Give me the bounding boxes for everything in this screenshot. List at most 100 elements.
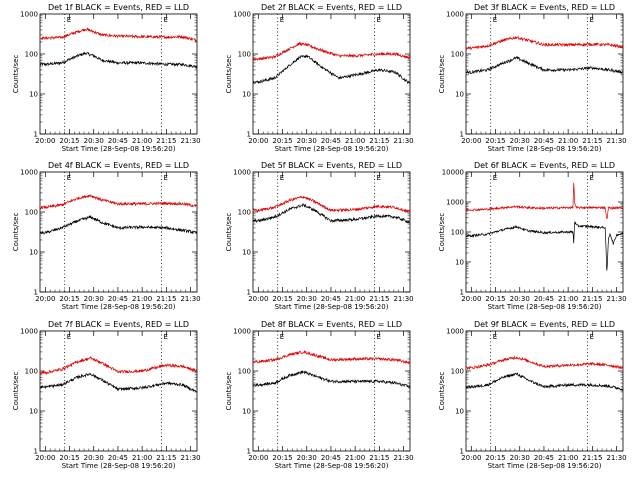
- y-tick-label: 100: [451, 229, 464, 237]
- series-lld-line: [252, 195, 411, 213]
- y-tick-label: 1000: [233, 328, 251, 336]
- y-tick-label: 1: [247, 131, 251, 139]
- x-tick-label: 20:30: [84, 295, 104, 303]
- x-tick-label: 20:15: [485, 137, 505, 145]
- x-tick-label: 20:30: [510, 454, 530, 462]
- x-axis-label: Start Time (28-Sep-08 19:56:20): [62, 145, 176, 153]
- x-tick-label: 20:15: [272, 137, 292, 145]
- x-tick-label: 21:30: [393, 137, 413, 145]
- x-tick-label: 20:00: [248, 137, 268, 145]
- x-tick-label: 21:00: [558, 295, 578, 303]
- plot-frame: [252, 13, 411, 135]
- x-tick-label: 21:15: [582, 137, 602, 145]
- x-tick-label: 20:45: [534, 137, 554, 145]
- event-marker-label: E: [67, 16, 71, 24]
- y-tick-label: 1: [460, 289, 464, 297]
- y-tick-label: 10: [455, 259, 464, 267]
- x-tick-label: 21:15: [156, 137, 176, 145]
- x-tick-label: 21:30: [606, 137, 626, 145]
- x-axis-label: Start Time (28-Sep-08 19:56:20): [275, 303, 389, 311]
- x-tick-label: 20:15: [59, 454, 79, 462]
- x-tick-label: 21:15: [369, 295, 389, 303]
- panel-title: Det 9f BLACK = Events, RED = LLD: [474, 320, 615, 329]
- series-events-line: [252, 369, 411, 389]
- panel-title: Det 5f BLACK = Events, RED = LLD: [261, 161, 402, 170]
- y-tick-label: 10: [29, 249, 38, 257]
- x-tick-label: 20:15: [272, 454, 292, 462]
- event-marker-label: E: [377, 174, 381, 182]
- event-marker-label: E: [67, 333, 71, 341]
- event-marker-label: E: [590, 333, 594, 341]
- x-tick-label: 21:30: [180, 454, 200, 462]
- x-tick-label: 20:30: [297, 295, 317, 303]
- x-axis-label: Start Time (28-Sep-08 19:56:20): [488, 145, 602, 153]
- x-axis-label: Start Time (28-Sep-08 19:56:20): [488, 303, 602, 311]
- x-tick-label: 20:00: [248, 454, 268, 462]
- panel-det-6: Det 6f BLACK = Events, RED = LLD 1 10 100 10…: [438, 161, 627, 311]
- y-tick-label: 1: [34, 131, 38, 139]
- x-tick-label: 20:00: [35, 137, 55, 145]
- series-lld-line: [39, 356, 198, 375]
- panel-title: Det 4f BLACK = Events, RED = LLD: [48, 161, 189, 170]
- event-marker-label: E: [377, 16, 381, 24]
- event-marker-label: E: [280, 16, 284, 24]
- y-tick-label: 10: [242, 408, 251, 416]
- series-events-line: [465, 220, 624, 271]
- series-events-line: [39, 372, 198, 393]
- x-tick-label: 20:00: [461, 295, 481, 303]
- y-tick-label: 100: [25, 209, 38, 217]
- x-tick-label: 21:15: [582, 295, 602, 303]
- panel-title: Det 3f BLACK = Events, RED = LLD: [474, 3, 615, 12]
- x-tick-label: 21:30: [180, 295, 200, 303]
- y-axis-label: Counts/sec: [438, 372, 446, 411]
- x-tick-label: 20:45: [321, 137, 341, 145]
- series-events-line: [465, 372, 624, 392]
- plot-frame: [39, 171, 198, 293]
- event-marker-label: E: [590, 174, 594, 182]
- y-tick-label: 100: [451, 368, 464, 376]
- series-events-line: [39, 215, 198, 235]
- y-axis-label: Counts/sec: [225, 213, 233, 252]
- plot-frame: [39, 13, 198, 135]
- panel-det-8: Det 8f BLACK = Events, RED = LLD 1 10 100 10…: [225, 320, 414, 470]
- y-tick-label: 10: [455, 408, 464, 416]
- panel-title: Det 2f BLACK = Events, RED = LLD: [261, 3, 402, 12]
- y-tick-label: 1: [460, 448, 464, 456]
- y-axis-label: Counts/sec: [12, 372, 20, 411]
- x-tick-label: 20:30: [510, 137, 530, 145]
- series-lld-line: [465, 182, 624, 220]
- x-tick-label: 21:30: [180, 137, 200, 145]
- series-lld-line: [465, 35, 623, 51]
- y-tick-label: 100: [238, 368, 251, 376]
- x-tick-label: 20:45: [321, 295, 341, 303]
- x-tick-label: 20:30: [297, 137, 317, 145]
- y-tick-label: 1000: [20, 328, 38, 336]
- panel-det-9: Det 9f BLACK = Events, RED = LLD 1 10 100 10…: [438, 320, 627, 470]
- panel-det-5: Det 5f BLACK = Events, RED = LLD 1 10 100 10…: [225, 161, 414, 311]
- x-tick-label: 20:30: [84, 454, 104, 462]
- event-marker-label: E: [280, 174, 284, 182]
- y-tick-label: 100: [238, 209, 251, 217]
- x-tick-label: 21:00: [345, 137, 365, 145]
- y-tick-label: 1000: [20, 169, 38, 177]
- x-tick-label: 20:45: [534, 454, 554, 462]
- x-tick-label: 21:15: [156, 454, 176, 462]
- y-tick-label: 1: [34, 289, 38, 297]
- x-tick-label: 21:00: [345, 454, 365, 462]
- x-tick-label: 20:45: [108, 454, 128, 462]
- x-tick-label: 20:15: [485, 295, 505, 303]
- x-axis-label: Start Time (28-Sep-08 19:56:20): [275, 462, 389, 470]
- panel-title: Det 6f BLACK = Events, RED = LLD: [474, 161, 615, 170]
- x-tick-label: 21:00: [345, 295, 365, 303]
- plot-frame: [252, 171, 411, 293]
- x-tick-label: 21:00: [558, 137, 578, 145]
- series-events-line: [252, 203, 410, 224]
- x-tick-label: 20:45: [534, 295, 554, 303]
- x-tick-label: 21:00: [132, 295, 152, 303]
- x-tick-label: 20:15: [272, 295, 292, 303]
- y-tick-label: 1: [247, 448, 251, 456]
- y-tick-label: 1: [34, 448, 38, 456]
- y-tick-label: 1000: [233, 11, 251, 19]
- x-tick-label: 20:15: [59, 137, 79, 145]
